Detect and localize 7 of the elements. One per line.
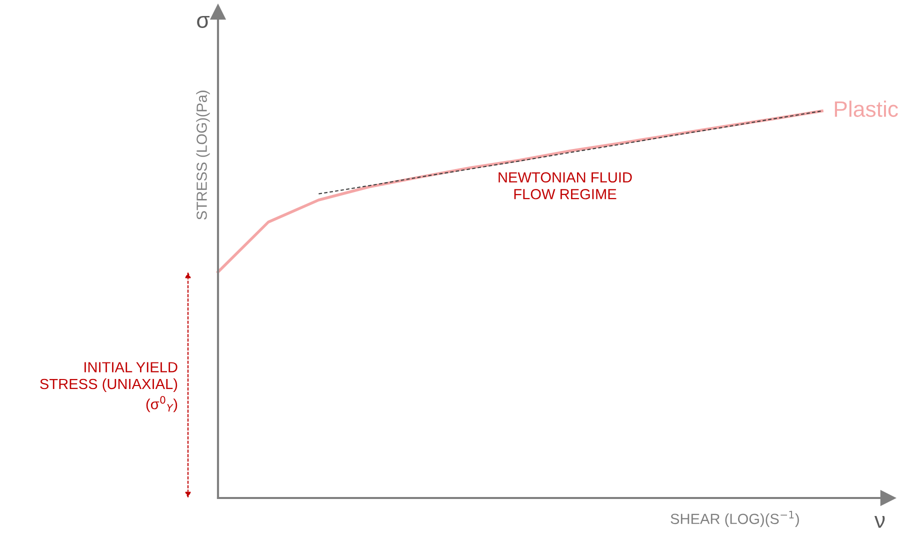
annotation: NEWTONIAN FLUID FLOW REGIME xyxy=(498,172,632,200)
text: σ xyxy=(197,16,210,28)
series-label: Plastic xyxy=(834,100,898,117)
text: INITIAL YIELD STRESS (UNIAXIAL) (σ$^{0}$$_{Y}$) xyxy=(40,362,178,412)
x-axis-title: SHEAR (LOG)(S$^{−1}$) xyxy=(670,510,799,527)
text: ν xyxy=(874,516,885,528)
y-axis-title: STRESS (LOG)(Pa) xyxy=(196,90,210,220)
